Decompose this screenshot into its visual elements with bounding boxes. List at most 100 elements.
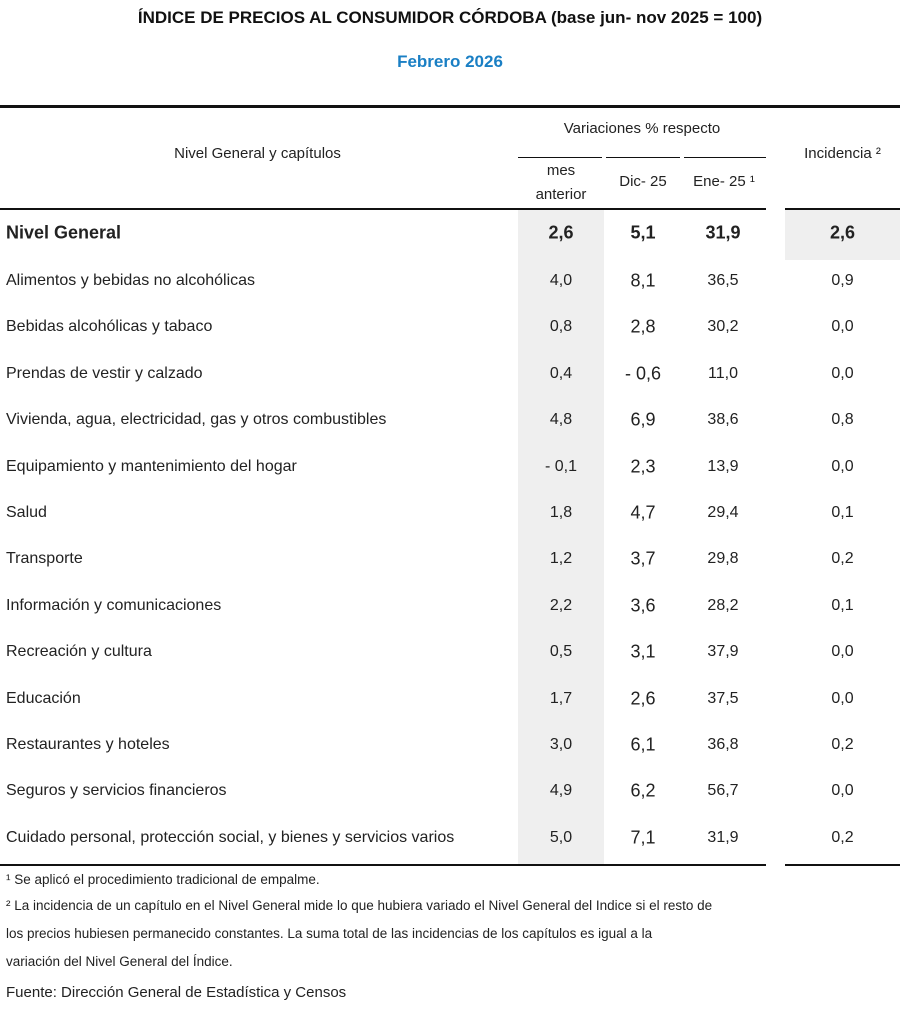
value-incidencia: 0,0: [831, 643, 854, 661]
table-row: Información y comunicaciones 2,2 3,6 28,2 0,…: [0, 583, 900, 629]
value-dic-25: 4,7: [630, 502, 656, 523]
table-row: Educación 1,7 2,6 37,5 0,0: [0, 676, 900, 722]
footnote-2-line1: ² La incidencia de un capítulo en el Niv…: [6, 898, 713, 913]
table-bottom-rule: [0, 864, 766, 866]
value-mes-anterior: 2,2: [549, 596, 573, 614]
row-label: Seguros y servicios financieros: [6, 782, 227, 800]
value-incidencia: 0,2: [831, 828, 854, 846]
table-row: Cuidado personal, protección social, y b…: [0, 815, 900, 861]
value-incidencia: 0,1: [831, 596, 854, 614]
value-mes-anterior: 4,9: [549, 782, 573, 800]
top-rule: [0, 105, 900, 108]
column-group-header: Variaciones % respecto: [563, 120, 721, 137]
value-ene-25: 29,4: [707, 504, 739, 521]
value-mes-anterior: - 0,1: [544, 457, 577, 475]
value-mes-anterior: 3,0: [549, 736, 573, 753]
footnote-2-line2: los precios hubiesen permanecido constan…: [6, 926, 653, 941]
source-note: Fuente: Dirección General de Estadística…: [6, 984, 347, 1001]
table-row: Alimentos y bebidas no alcohólicas 4,0 8,1…: [0, 258, 900, 304]
value-dic-25: 6,9: [630, 409, 656, 430]
row-label: Educación: [6, 689, 81, 707]
value-ene-25: 31,9: [707, 828, 739, 846]
column-header-ene: Ene- 25 ¹: [693, 173, 755, 190]
value-ene-25: 31,9: [705, 222, 741, 243]
incidencia-general-shading: [785, 210, 900, 260]
table-row: Transporte 1,2 3,7 29,8 0,2: [0, 536, 900, 582]
table-row: Prendas de vestir y calzado 0,4 - 0,6 11,0 0…: [0, 351, 900, 397]
value-ene-25: 56,7: [707, 782, 739, 800]
footnote-2-line3: variación del Nivel General del Índice.: [6, 954, 233, 969]
value-ene-25: 37,9: [707, 643, 739, 661]
value-incidencia: 0,2: [831, 736, 854, 753]
value-incidencia: 0,0: [831, 318, 854, 336]
row-label: Equipamiento y mantenimiento del hogar: [6, 457, 297, 475]
value-incidencia: 0,2: [831, 550, 854, 568]
subheader-rule: [518, 157, 602, 158]
mes-anterior-shading: [518, 210, 604, 865]
value-ene-25: 11,0: [708, 364, 738, 382]
table-row: Recreación y cultura 0,5 3,1 37,9 0,0: [0, 629, 900, 675]
column-header-label: Nivel General y capítulos: [174, 145, 341, 162]
table-row: Bebidas alcohólicas y tabaco 0,8 2,8 30,2 0,…: [0, 304, 900, 350]
row-label: Nivel General: [6, 222, 122, 243]
value-dic-25: 6,1: [630, 734, 656, 755]
value-incidencia: 0,1: [831, 504, 854, 521]
row-label: Prendas de vestir y calzado: [6, 364, 203, 382]
value-dic-25: 8,1: [630, 270, 656, 291]
column-header-mes-line2: anterior: [535, 186, 587, 203]
value-incidencia: 0,0: [831, 689, 854, 707]
row-label: Alimentos y bebidas no alcohólicas: [6, 272, 256, 289]
column-header-mes-line1: mes: [546, 162, 576, 179]
value-mes-anterior: 5,0: [549, 828, 573, 846]
header-bottom-rule: [785, 208, 900, 210]
value-ene-25: 37,5: [707, 689, 739, 707]
row-label: Salud: [6, 504, 47, 521]
row-label: Vivienda, agua, electricidad, gas y otro…: [6, 411, 387, 429]
value-mes-anterior: 4,0: [549, 272, 573, 289]
value-dic-25: 5,1: [630, 222, 656, 243]
value-dic-25: 2,6: [630, 688, 656, 709]
value-ene-25: 36,8: [707, 736, 739, 753]
subheader-rule: [606, 157, 680, 158]
table-row: Vivienda, agua, electricidad, gas y otro…: [0, 397, 900, 443]
table-row: Seguros y servicios financieros 4,9 6,2 56,…: [0, 768, 900, 814]
row-label: Transporte: [6, 550, 83, 568]
row-label: Bebidas alcohólicas y tabaco: [6, 318, 213, 336]
value-mes-anterior: 4,8: [549, 411, 573, 429]
header-bottom-rule: [0, 208, 766, 210]
table-row-nivel-general: Nivel General 2,6 5,1 31,9 2,6: [0, 210, 900, 256]
table-bottom-rule: [785, 864, 900, 866]
value-ene-25: 28,2: [707, 596, 739, 614]
value-mes-anterior: 2,6: [548, 222, 574, 243]
value-mes-anterior: 1,8: [549, 504, 573, 521]
value-dic-25: 3,7: [630, 548, 656, 569]
value-incidencia: 0,8: [831, 411, 854, 429]
value-mes-anterior: 0,8: [549, 318, 573, 336]
value-ene-25: 36,5: [707, 272, 739, 289]
value-dic-25: 3,1: [630, 641, 656, 662]
page-subtitle: Febrero 2026: [397, 52, 503, 71]
value-dic-25: 7,1: [630, 827, 656, 848]
value-incidencia: 0,9: [831, 272, 854, 289]
value-incidencia: 0,0: [831, 782, 854, 800]
value-ene-25: 13,9: [707, 457, 739, 475]
row-label: Cuidado personal, protección social, y b…: [6, 828, 455, 846]
footnote-1: ¹ Se aplicó el procedimiento tradicional…: [6, 872, 320, 887]
value-mes-anterior: 0,5: [549, 643, 573, 661]
value-incidencia: 2,6: [829, 222, 856, 243]
row-label: Restaurantes y hoteles: [6, 736, 170, 753]
table-row: Restaurantes y hoteles 3,0 6,1 36,8 0,2: [0, 722, 900, 768]
row-label: Recreación y cultura: [6, 643, 152, 661]
value-ene-25: 38,6: [707, 411, 739, 429]
table-row: Equipamiento y mantenimiento del hogar - …: [0, 444, 900, 490]
value-ene-25: 29,8: [707, 550, 739, 568]
row-label: Información y comunicaciones: [6, 596, 222, 614]
column-header-incidencia: Incidencia ²: [804, 145, 881, 162]
value-mes-anterior: 1,2: [549, 550, 573, 568]
value-mes-anterior: 1,7: [549, 689, 573, 707]
value-ene-25: 30,2: [707, 318, 739, 336]
table-row: Salud 1,8 4,7 29,4 0,1: [0, 490, 900, 536]
subheader-rule: [684, 157, 766, 158]
value-dic-25: 2,8: [630, 316, 656, 337]
